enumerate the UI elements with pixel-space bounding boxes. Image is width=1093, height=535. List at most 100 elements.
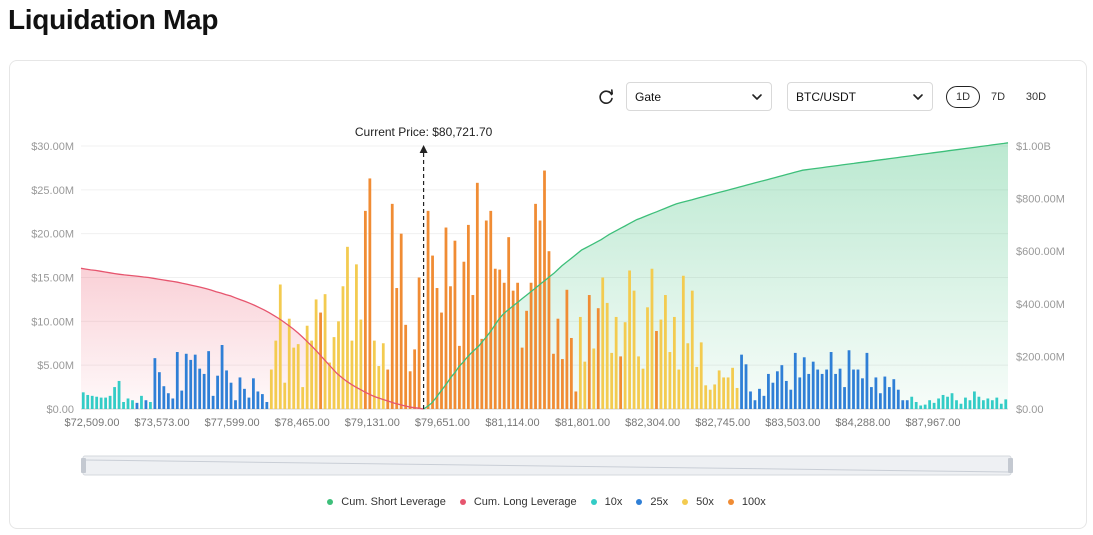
x-axis-tick-label: $78,465.00 bbox=[275, 417, 330, 429]
range-tab-1d[interactable]: 1D bbox=[946, 86, 980, 108]
x-axis-tick-label: $82,745.00 bbox=[695, 417, 750, 429]
liquidation-bar bbox=[601, 277, 605, 409]
liquidation-bar bbox=[238, 377, 242, 409]
liquidation-bar bbox=[104, 397, 108, 409]
left-axis-tick-label: $0.00 bbox=[46, 404, 74, 416]
x-axis-tick-label: $82,304.00 bbox=[625, 417, 680, 429]
liquidation-bar bbox=[628, 270, 631, 409]
liquidation-bar bbox=[556, 318, 560, 409]
liquidation-bar bbox=[175, 352, 179, 409]
liquidation-bar bbox=[793, 352, 797, 409]
liquidation-bar bbox=[113, 387, 116, 409]
liquidation-bar bbox=[417, 277, 421, 409]
legend-item[interactable]: 50x bbox=[682, 496, 714, 508]
liquidation-bar bbox=[86, 394, 90, 409]
liquidation-bar bbox=[81, 392, 85, 409]
liquidation-bar bbox=[274, 340, 278, 409]
liquidation-bar bbox=[596, 308, 600, 409]
liquidation-bar bbox=[216, 375, 219, 409]
liquidation-bar bbox=[543, 170, 546, 409]
liquidation-bar bbox=[762, 395, 766, 409]
liquidation-bar bbox=[547, 251, 551, 409]
liquidation-bar bbox=[946, 396, 949, 409]
cum-long-line bbox=[80, 267, 424, 410]
liquidation-bar bbox=[126, 398, 130, 409]
liquidation-bar bbox=[690, 290, 694, 409]
right-axis-tick-label: $200.00M bbox=[1016, 351, 1065, 363]
liquidation-bar bbox=[390, 203, 394, 409]
cum-short-line bbox=[423, 142, 1009, 410]
liquidation-bar bbox=[108, 395, 112, 409]
cum-long-area bbox=[81, 268, 424, 409]
legend-item[interactable]: Cum. Short Leverage bbox=[327, 496, 446, 508]
liquidation-bar bbox=[211, 395, 215, 409]
slider-handle-right[interactable] bbox=[1008, 458, 1013, 473]
liquidation-bar bbox=[265, 401, 269, 409]
pair-select[interactable]: BTC/USDT bbox=[787, 82, 933, 111]
liquidation-bar bbox=[301, 387, 305, 409]
liquidation-bar bbox=[789, 389, 793, 409]
exchange-select[interactable]: Gate bbox=[626, 82, 772, 111]
liquidation-bar bbox=[583, 361, 587, 409]
liquidation-bar bbox=[896, 389, 900, 409]
liquidation-bar bbox=[704, 385, 708, 409]
left-axis-tick-label: $10.00M bbox=[31, 316, 74, 328]
liquidation-bar bbox=[807, 373, 811, 409]
liquidation-bar bbox=[758, 388, 761, 409]
range-tab-7d[interactable]: 7D bbox=[990, 91, 1006, 103]
liquidation-bar bbox=[502, 282, 506, 409]
liquidation-bar bbox=[802, 357, 806, 409]
legend-item[interactable]: 100x bbox=[727, 496, 766, 508]
liquidation-bar bbox=[444, 227, 448, 409]
liquidation-bar bbox=[914, 401, 918, 409]
liquidation-bar bbox=[180, 390, 184, 409]
liquidation-bar bbox=[677, 369, 681, 409]
legend-label: Cum. Short Leverage bbox=[341, 496, 446, 508]
liquidation-bar bbox=[323, 294, 327, 409]
liquidation-bar bbox=[435, 288, 439, 409]
x-axis-tick-label: $81,114.00 bbox=[485, 417, 539, 429]
left-axis-tick-label: $5.00M bbox=[37, 360, 74, 372]
liquidation-bar bbox=[252, 378, 255, 409]
liquidation-bar bbox=[708, 389, 712, 409]
liquidation-bar bbox=[507, 237, 511, 409]
liquidation-bar bbox=[955, 400, 958, 409]
liquidation-bar bbox=[440, 312, 443, 409]
pair-select-value: BTC/USDT bbox=[796, 89, 856, 104]
liquidation-bar bbox=[229, 382, 233, 409]
liquidation-bar bbox=[878, 393, 882, 409]
refresh-icon[interactable] bbox=[596, 87, 616, 107]
liquidation-bar bbox=[484, 220, 488, 409]
legend-dot-icon bbox=[590, 499, 597, 505]
slider-handle-left[interactable] bbox=[81, 458, 86, 473]
liquidation-bar bbox=[529, 282, 533, 409]
liquidation-bar bbox=[498, 269, 502, 409]
liquidation-bar bbox=[941, 394, 945, 409]
liquidation-bar bbox=[234, 400, 237, 409]
liquidation-bar bbox=[144, 400, 148, 409]
range-tab-30d[interactable]: 30D bbox=[1025, 91, 1047, 103]
legend-item[interactable]: 10x bbox=[590, 496, 622, 508]
legend-item[interactable]: 25x bbox=[636, 496, 668, 508]
liquidation-bar bbox=[646, 307, 649, 409]
liquidation-bar bbox=[999, 403, 1003, 409]
liquidation-bar bbox=[892, 379, 896, 409]
liquidation-bar bbox=[310, 340, 314, 409]
liquidation-bar bbox=[981, 400, 985, 409]
liquidation-bar bbox=[578, 316, 582, 409]
liquidation-bar bbox=[426, 210, 430, 409]
legend-item[interactable]: Cum. Long Leverage bbox=[459, 496, 577, 508]
range-slider-preview bbox=[84, 459, 1010, 473]
liquidation-bar bbox=[623, 322, 627, 409]
liquidation-bar bbox=[731, 367, 734, 409]
liquidation-bar bbox=[95, 396, 99, 409]
liquidation-bar bbox=[386, 369, 390, 409]
liquidation-bar bbox=[256, 391, 260, 409]
liquidation-bar bbox=[1004, 399, 1008, 409]
liquidation-bar bbox=[699, 342, 703, 409]
liquidation-bar bbox=[162, 386, 166, 409]
liquidation-bar bbox=[717, 370, 721, 409]
right-axis-tick-label: $400.00M bbox=[1016, 299, 1065, 311]
liquidation-bar bbox=[489, 210, 493, 409]
liquidation-bar bbox=[135, 402, 139, 409]
